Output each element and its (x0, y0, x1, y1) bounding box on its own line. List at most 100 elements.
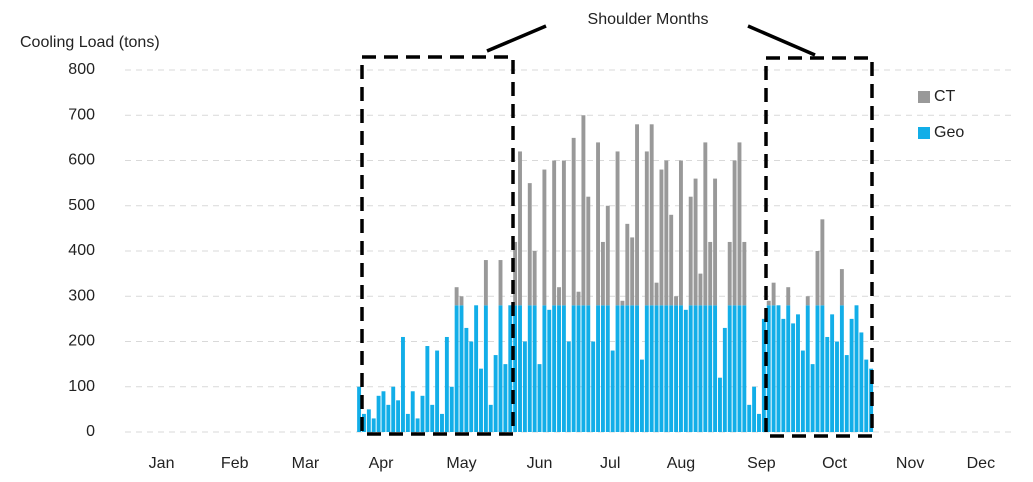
x-tick-label: Mar (292, 455, 320, 472)
bar-segment (620, 305, 625, 432)
bar-segment (483, 305, 488, 432)
x-tick-label: Jan (149, 455, 175, 472)
bar-segment (766, 300, 771, 306)
bar-segment (459, 296, 464, 306)
bar-segment (859, 332, 864, 432)
bar-segment (639, 359, 644, 432)
y-tick-label: 500 (68, 197, 95, 214)
bar-segment (503, 364, 508, 432)
bar-segment (430, 404, 435, 432)
bar-segment (513, 241, 518, 306)
bar-segment (581, 305, 586, 432)
bar-segment (488, 404, 493, 432)
bar-segment (698, 273, 703, 306)
legend-swatch (918, 91, 930, 103)
bar-segment (630, 305, 635, 432)
bar-segment (635, 124, 640, 306)
x-tick-label: Nov (896, 455, 924, 472)
bar-segment (649, 305, 654, 432)
bar-segment (854, 305, 859, 432)
bar-segment (864, 359, 869, 432)
bar-segment (532, 251, 537, 306)
bar-segment (542, 305, 547, 432)
bar-segment (561, 305, 566, 432)
bar-segment (747, 404, 752, 432)
legend-swatch (918, 127, 930, 139)
bar-segment (420, 395, 425, 432)
bar-segment (596, 305, 600, 432)
bar-segment (771, 282, 776, 306)
bar-segment (659, 169, 664, 306)
x-tick-label: Jun (527, 455, 553, 472)
bar-segment (693, 178, 698, 306)
bar-segment (493, 355, 498, 432)
bar-segment (791, 323, 796, 432)
y-tick-label: 100 (68, 378, 95, 395)
bar-segment (518, 305, 522, 432)
bar-segment (391, 386, 396, 432)
bar-segment (464, 327, 469, 432)
bar-segment (576, 305, 581, 432)
bar-segment (630, 237, 635, 306)
y-tick-label: 700 (68, 106, 95, 123)
bar-segment (425, 346, 430, 432)
y-tick-label: 600 (68, 152, 95, 169)
bar-segment (752, 386, 757, 432)
x-tick-label: Jul (600, 455, 620, 472)
legend-label: Geo (934, 124, 964, 141)
bar-segment (571, 305, 576, 432)
annotation: Shoulder Months (588, 11, 709, 28)
y-tick-label: 0 (86, 423, 95, 440)
bar-segment (571, 137, 576, 306)
bar-segment (669, 214, 674, 306)
bar-segment (522, 341, 527, 432)
bar-segment (654, 305, 659, 432)
bar-segment (786, 305, 791, 432)
x-tick-label: Aug (667, 455, 695, 472)
bar-segment (410, 391, 415, 432)
bar-segment (839, 305, 844, 432)
x-tick-label: Sep (747, 455, 776, 472)
bar-segment (688, 196, 693, 306)
bar-segment (474, 305, 479, 432)
plot-area: 0 100 200 300 400 500 600 700 800 Jan Feb Mar Apr May… (68, 61, 1015, 472)
bar-segment (508, 305, 513, 432)
bar-segment (401, 336, 405, 432)
bar-segment (483, 260, 488, 306)
bar-segment (727, 241, 732, 306)
bar-segment (805, 305, 810, 432)
bar-segment (776, 305, 781, 432)
bar-segment (459, 305, 464, 432)
bar-segment (600, 241, 605, 306)
bar-segment (805, 296, 810, 306)
bar-segment (830, 314, 835, 432)
bar-segment (376, 395, 381, 432)
bar-segment (786, 287, 791, 306)
bar-segment (527, 183, 532, 306)
bar-segment (766, 305, 771, 432)
bar-segment (542, 169, 547, 306)
bar-segment (596, 142, 600, 306)
bar-segment (844, 355, 849, 432)
bar-segment (674, 305, 679, 432)
bar-segment (649, 124, 654, 306)
annotation-line (747, 24, 816, 57)
bar-segment (537, 364, 542, 432)
bar-segment (732, 305, 737, 432)
bar-segment (620, 300, 625, 306)
bar-segment (761, 318, 766, 432)
bar-segment (635, 305, 640, 432)
bar-segment (737, 305, 742, 432)
bar-segment (796, 314, 800, 432)
bar-segment (386, 404, 391, 432)
bar-segment (664, 305, 669, 432)
bar-segment (678, 160, 683, 306)
bar-segment (381, 391, 386, 432)
bar-segment (678, 305, 683, 432)
bar-segment (435, 350, 440, 432)
bar-segment (625, 305, 630, 432)
bar-segment (371, 418, 376, 432)
bar-segment (561, 160, 566, 306)
bar-segment (366, 409, 371, 432)
